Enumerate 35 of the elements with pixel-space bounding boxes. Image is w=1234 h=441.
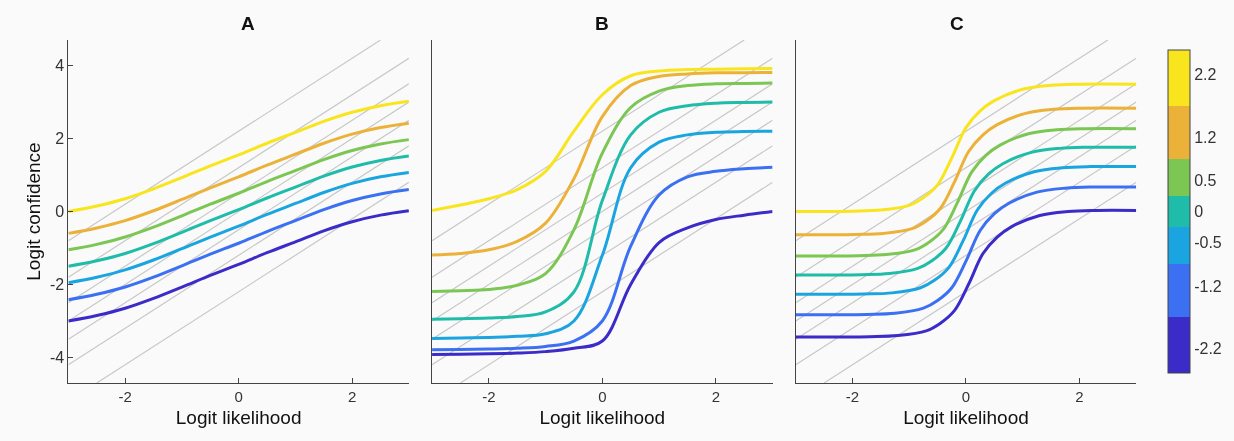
line-series <box>68 209 409 323</box>
y-axis-title: Logit confidence <box>22 142 44 281</box>
y-tick-label: 4 <box>55 57 65 75</box>
y-tick-label: -2 <box>49 276 65 294</box>
x-tick-label: -2 <box>482 388 496 405</box>
color-bar-label: 2.2 <box>1194 66 1217 84</box>
x-tick-label: -2 <box>118 388 132 405</box>
chart-title: B <box>595 13 609 34</box>
line-series <box>68 170 409 285</box>
x-axis-title: Logit likelihood <box>175 406 302 428</box>
color-bar-label: 1.2 <box>1194 128 1217 146</box>
line-series <box>68 188 409 302</box>
x-tick-label: 0 <box>961 388 971 405</box>
line-series <box>68 154 409 268</box>
x-tick-label: 2 <box>347 388 357 405</box>
line-series <box>68 138 409 252</box>
y-tick-label: 2 <box>55 130 65 148</box>
chart-title: C <box>950 13 964 34</box>
y-tick-label: 0 <box>55 203 65 221</box>
x-tick-label: 2 <box>711 388 720 405</box>
x-tick-label: 2 <box>1075 388 1084 405</box>
x-tick-label: 0 <box>598 388 607 405</box>
line-series <box>68 99 409 213</box>
x-axis-title: Logit likelihood <box>903 406 1029 428</box>
x-axis-title: Logit likelihood <box>539 406 666 428</box>
y-tick-label: -4 <box>49 349 65 367</box>
x-tick-label: -2 <box>845 388 860 405</box>
color-bar-label: 0 <box>1194 203 1204 221</box>
chart-title: A <box>241 13 255 34</box>
line-series <box>68 121 409 235</box>
color-bar-label: -2.2 <box>1194 339 1222 357</box>
x-tick-label: 0 <box>234 388 243 405</box>
color-bar-label: 0.5 <box>1194 172 1217 190</box>
color-bar-label: -1.2 <box>1194 277 1222 295</box>
color-bar-label: -0.5 <box>1194 234 1222 252</box>
